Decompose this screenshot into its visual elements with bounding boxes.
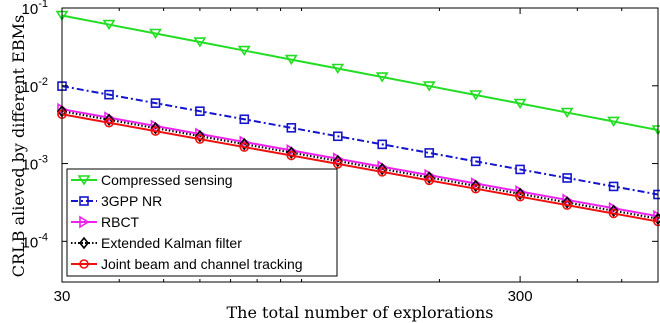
data-point	[424, 148, 435, 158]
axis-ticks: 30 300 10-4 10-3 10-2 10-1	[22, 0, 658, 305]
data-point	[331, 63, 345, 75]
legend-swatch-marker	[79, 215, 90, 229]
y-tick-label: 10-2	[22, 76, 48, 96]
legend-item: RBCT	[71, 214, 140, 230]
y-axis-label: CRLB alieved by different EBMs	[9, 15, 28, 277]
data-point	[424, 175, 435, 186]
data-point	[195, 106, 205, 116]
data-point	[562, 173, 572, 183]
data-point	[286, 146, 297, 159]
x-tick-label: 300	[508, 288, 533, 305]
data-point	[424, 171, 435, 184]
data-point	[150, 121, 161, 135]
series-layer	[55, 10, 660, 227]
data-point	[470, 183, 481, 194]
legend-label: Joint beam and channel tracking	[101, 256, 303, 272]
data-point	[608, 208, 619, 219]
legend-label: 3GPP NR	[101, 193, 162, 209]
y-tick-label: 10-3	[22, 154, 48, 174]
data-point	[150, 98, 161, 108]
data-point	[104, 117, 114, 128]
data-point	[469, 90, 483, 101]
data-point	[239, 142, 250, 152]
data-point	[470, 179, 481, 193]
data-point	[195, 134, 205, 144]
data-point	[515, 191, 525, 202]
data-point	[513, 98, 527, 110]
series-1	[57, 81, 660, 200]
data-point	[286, 123, 297, 133]
data-point	[377, 162, 388, 176]
series-line	[61, 85, 659, 196]
data-point	[150, 126, 161, 136]
data-point	[375, 72, 389, 83]
data-point	[104, 113, 115, 127]
legend-swatch-marker	[79, 196, 89, 206]
data-point	[332, 154, 343, 168]
data-point	[422, 81, 436, 92]
data-point	[284, 54, 298, 66]
data-point	[194, 129, 205, 143]
series-line	[61, 14, 659, 131]
series-line	[61, 110, 659, 220]
x-tick-label: 30	[54, 288, 71, 305]
data-point	[562, 200, 572, 210]
legend-label: RBCT	[101, 214, 140, 230]
legend-item: 3GPP NR	[71, 193, 162, 209]
data-point	[515, 187, 526, 201]
legend-item: Compressed sensing	[71, 172, 233, 188]
data-point	[193, 37, 207, 48]
data-point	[237, 45, 251, 57]
legend-swatch-marker	[79, 259, 89, 269]
legend-label: Compressed sensing	[101, 172, 233, 188]
data-point	[333, 159, 343, 169]
plot-area-frame	[61, 7, 659, 283]
data-point	[377, 139, 387, 150]
y-tick-label: 10-1	[22, 0, 48, 18]
data-point	[102, 19, 116, 31]
data-point	[104, 89, 114, 100]
y-tick-label: 10-4	[22, 231, 48, 251]
legend-box	[66, 168, 338, 277]
data-point	[377, 167, 387, 177]
data-point	[286, 150, 297, 161]
x-axis-label: The total number of explorations	[227, 303, 494, 322]
data-point	[333, 131, 343, 142]
legend-item: Joint beam and channel tracking	[71, 256, 303, 272]
data-point	[515, 164, 525, 175]
data-point	[562, 196, 573, 209]
data-point	[560, 107, 574, 119]
series-line	[61, 108, 659, 218]
series-line	[61, 113, 659, 223]
data-point	[470, 156, 481, 167]
legend-swatch-marker	[77, 175, 91, 186]
series-3	[56, 105, 660, 226]
data-point	[608, 204, 619, 218]
legend-label: Extended Kalman filter	[101, 235, 242, 251]
data-point	[608, 181, 619, 192]
data-point	[239, 137, 250, 151]
legend-swatch-marker	[78, 236, 90, 250]
data-point	[239, 114, 250, 125]
legend-item: Extended Kalman filter	[71, 235, 242, 251]
data-point	[149, 28, 162, 40]
data-point	[607, 116, 621, 127]
series-0	[55, 10, 660, 136]
legend: Compressed sensing 3GPP NR RBCT Extended Ka…	[66, 168, 338, 277]
